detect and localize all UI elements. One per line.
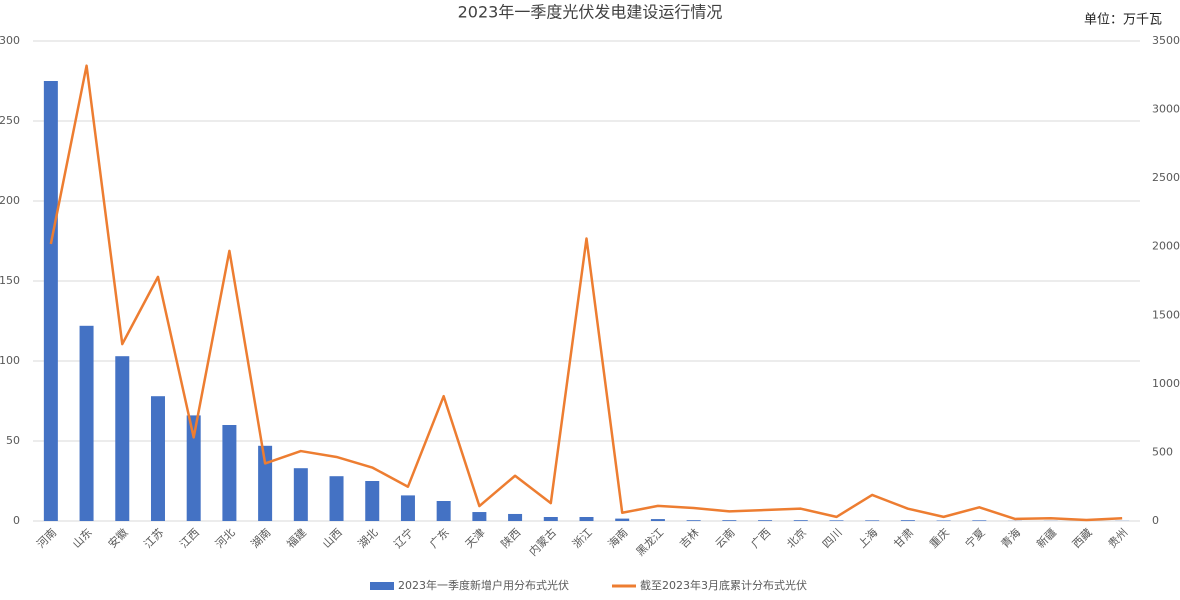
chart-title: 2023年一季度光伏发电建设运行情况 [458, 3, 723, 22]
x-tick-label: 西藏 [1070, 526, 1095, 551]
x-tick-label: 上海 [855, 525, 880, 550]
bar [829, 520, 843, 521]
bar [651, 519, 665, 521]
bar [80, 326, 94, 521]
line [51, 66, 1122, 520]
y-tick-label: 300 [0, 34, 20, 47]
y-tick-label: 250 [0, 114, 20, 127]
bar [615, 519, 629, 521]
bar [794, 520, 808, 521]
bar [294, 468, 308, 521]
x-tick-label: 江西 [177, 526, 202, 551]
y2-tick-label: 3000 [1152, 103, 1180, 116]
x-tick-label: 天津 [463, 526, 488, 551]
x-tick-label: 广西 [749, 526, 774, 551]
legend-label: 2023年一季度新增户用分布式光伏 [398, 578, 569, 592]
y2-tick-label: 2000 [1152, 240, 1180, 253]
y-tick-label: 0 [13, 514, 20, 527]
x-tick-label: 黑龙江 [634, 526, 667, 559]
bar [901, 520, 915, 521]
bar [365, 481, 379, 521]
x-tick-label: 河南 [34, 526, 59, 551]
y-tick-label: 50 [6, 434, 20, 447]
y-tick-label: 100 [0, 354, 20, 367]
x-tick-label: 湖南 [249, 526, 274, 551]
x-tick-label: 陕西 [498, 525, 523, 550]
bar [437, 501, 451, 521]
y2-tick-label: 3500 [1152, 34, 1180, 47]
bar [687, 520, 701, 521]
x-tick-label: 吉林 [676, 525, 701, 550]
y-tick-label: 200 [0, 194, 20, 207]
y2-tick-label: 500 [1152, 445, 1173, 458]
bar [401, 495, 415, 521]
y2-tick-label: 2500 [1152, 171, 1180, 184]
bar [151, 396, 165, 521]
x-tick-label: 湖北 [356, 526, 381, 551]
x-tick-label: 青海 [998, 525, 1023, 550]
bar [722, 520, 736, 521]
bar [758, 520, 772, 521]
x-tick-label: 贵州 [1106, 526, 1131, 551]
x-tick-label: 四川 [820, 526, 845, 551]
x-tick-label: 山西 [320, 526, 345, 551]
bar [508, 514, 522, 521]
y2-tick-label: 0 [1152, 514, 1159, 527]
y2-tick-label: 1500 [1152, 308, 1180, 321]
bar [972, 520, 986, 521]
x-tick-label: 甘肃 [891, 526, 916, 551]
bar [865, 520, 879, 521]
x-tick-label: 安徽 [105, 525, 130, 550]
x-tick-label: 海南 [605, 525, 630, 550]
legend-label: 截至2023年3月底累计分布式光伏 [640, 578, 807, 592]
x-tick-label: 云南 [713, 526, 738, 551]
x-tick-label: 辽宁 [391, 525, 416, 550]
x-tick-label: 江苏 [141, 526, 166, 551]
bar [544, 517, 558, 521]
x-tick-label: 北京 [784, 525, 809, 550]
x-tick-label: 新疆 [1034, 525, 1059, 550]
x-tick-label: 广东 [427, 526, 452, 551]
bar [330, 476, 344, 521]
x-tick-label: 山东 [70, 526, 95, 551]
x-tick-label: 重庆 [926, 525, 951, 550]
unit-label: 单位：万千瓦 [1084, 13, 1162, 28]
x-tick-label: 福建 [284, 525, 309, 550]
x-tick-label: 内蒙古 [526, 525, 559, 558]
y-tick-label: 150 [0, 274, 20, 287]
legend-swatch [370, 582, 394, 590]
y2-tick-label: 1000 [1152, 377, 1180, 390]
x-tick-label: 浙江 [570, 526, 595, 551]
x-tick-label: 河北 [213, 526, 238, 551]
bar [580, 517, 594, 521]
bar [222, 425, 236, 521]
bar [44, 81, 58, 521]
x-tick-label: 宁夏 [962, 525, 987, 550]
bar [115, 356, 129, 521]
bar [472, 512, 486, 521]
